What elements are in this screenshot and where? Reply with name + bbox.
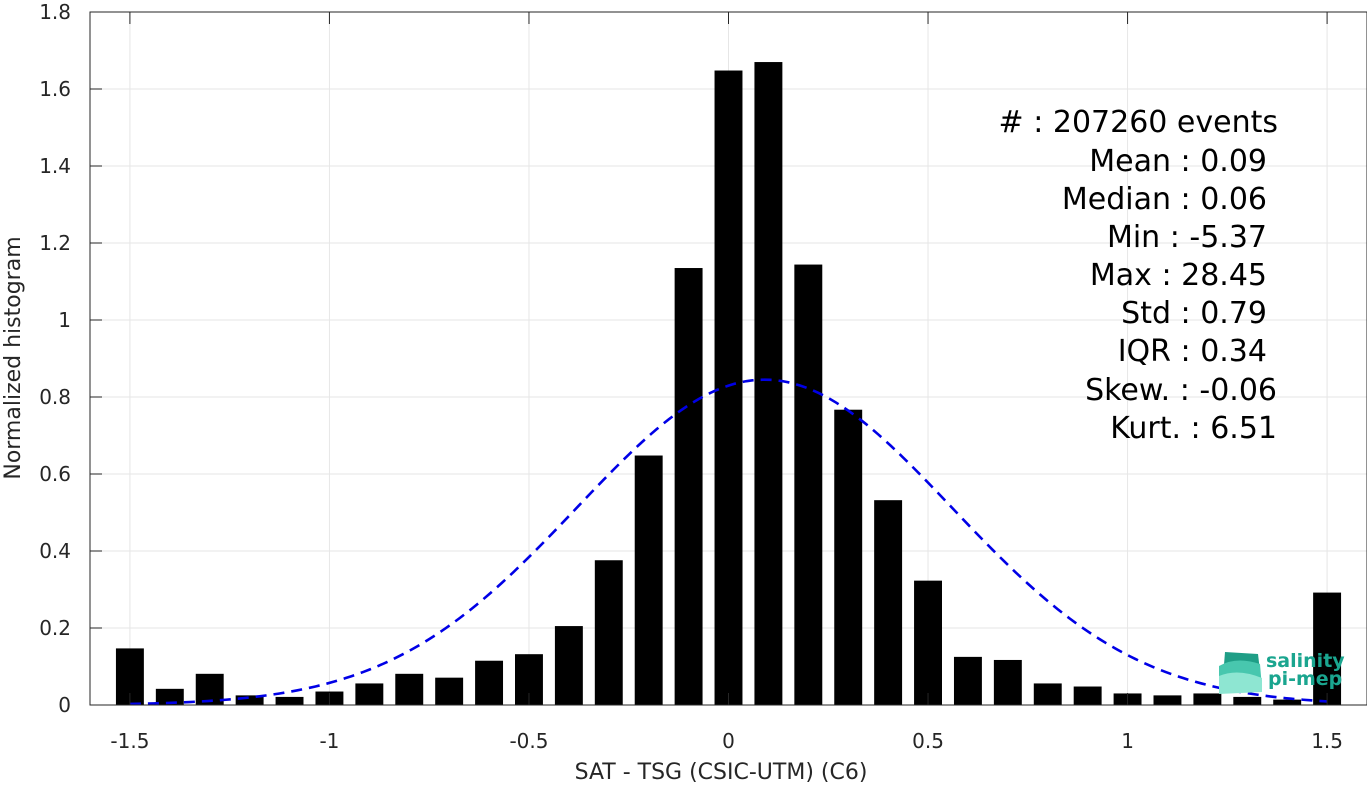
x-tick-label: 0 (722, 729, 735, 753)
bars (115, 62, 1342, 706)
x-tick-label: -1.5 (110, 729, 149, 753)
histogram-bar (1313, 592, 1342, 705)
stat-min: Min : -5.37 (1107, 220, 1267, 255)
stat-std: Std : 0.79 (1121, 296, 1267, 331)
x-tick-label: -0.5 (509, 729, 548, 753)
histogram-bar (834, 409, 863, 705)
logo-line2: pi-mep (1268, 668, 1342, 690)
statistics-box: # : 207260 events Mean : 0.09 Median : 0… (999, 105, 1278, 446)
stat-kurt: Kurt. : 6.51 (1110, 411, 1277, 446)
histogram-bar (1033, 683, 1062, 705)
histogram-bar (235, 695, 264, 705)
y-axis-title: Normalized histogram (1, 236, 26, 479)
histogram-bar (634, 455, 663, 705)
histogram-bar (395, 673, 424, 705)
histogram-bar (355, 683, 384, 705)
y-tick-label: 0.4 (39, 539, 71, 563)
x-tick-label: 1.5 (1311, 729, 1343, 753)
histogram-bar (554, 626, 583, 705)
x-axis-title: SAT - TSG (CSIC-UTM) (C6) (575, 760, 868, 785)
y-tick-label: 1.8 (39, 0, 71, 24)
stat-median: Median : 0.06 (1062, 182, 1267, 217)
axes (89, 11, 1367, 706)
histogram-bar (475, 660, 504, 705)
x-tick-label: -1 (319, 729, 339, 753)
logo-line1: salinity (1266, 650, 1345, 672)
histogram-bar (674, 268, 703, 705)
histogram-bar (714, 70, 743, 705)
y-tick-labels: 0 0.2 0.4 0.6 0.8 1 1.2 1.4 1.6 1.8 (39, 0, 71, 717)
histogram-bar (1073, 686, 1102, 705)
y-tick-label: 1.2 (39, 231, 71, 255)
histogram-bar (794, 264, 823, 705)
x-tick-labels: -1.5 -1 -0.5 0 0.5 1 1.5 (110, 729, 1343, 753)
stat-count: # : 207260 events (999, 105, 1278, 140)
stat-iqr: IQR : 0.34 (1118, 334, 1267, 369)
histogram-bar (993, 659, 1022, 705)
x-tick-label: 0.5 (912, 729, 944, 753)
histogram-bar (435, 677, 464, 705)
x-tick-label: 1 (1121, 729, 1134, 753)
stat-skew: Skew. : -0.06 (1085, 373, 1277, 408)
stat-max: Max : 28.45 (1090, 258, 1267, 293)
histogram-bar (1193, 693, 1222, 705)
wave-logo-icon (1219, 652, 1262, 694)
histogram-bar (1273, 699, 1302, 705)
histogram-bar (874, 500, 903, 705)
y-tick-label: 1 (58, 308, 71, 332)
histogram-bar (1233, 696, 1262, 705)
histogram-bar (914, 580, 942, 705)
histogram-bar (155, 688, 184, 705)
histogram-bar (1153, 695, 1182, 705)
y-tick-label: 0.2 (39, 616, 71, 640)
y-tick-label: 0 (58, 693, 71, 717)
histogram-bar (953, 656, 982, 705)
histogram-bar (275, 696, 304, 705)
histogram-bar (754, 62, 783, 706)
gaussian-fit-curve (129, 378, 1328, 706)
y-tick-label: 0.8 (39, 385, 71, 409)
salinity-pimep-logo: salinity pi-mep (1219, 650, 1345, 694)
y-tick-label: 1.6 (39, 77, 71, 101)
y-tick-label: 1.4 (39, 154, 71, 178)
y-tick-label: 0.6 (39, 462, 71, 486)
stat-mean: Mean : 0.09 (1089, 144, 1267, 179)
histogram-bar (594, 560, 623, 705)
